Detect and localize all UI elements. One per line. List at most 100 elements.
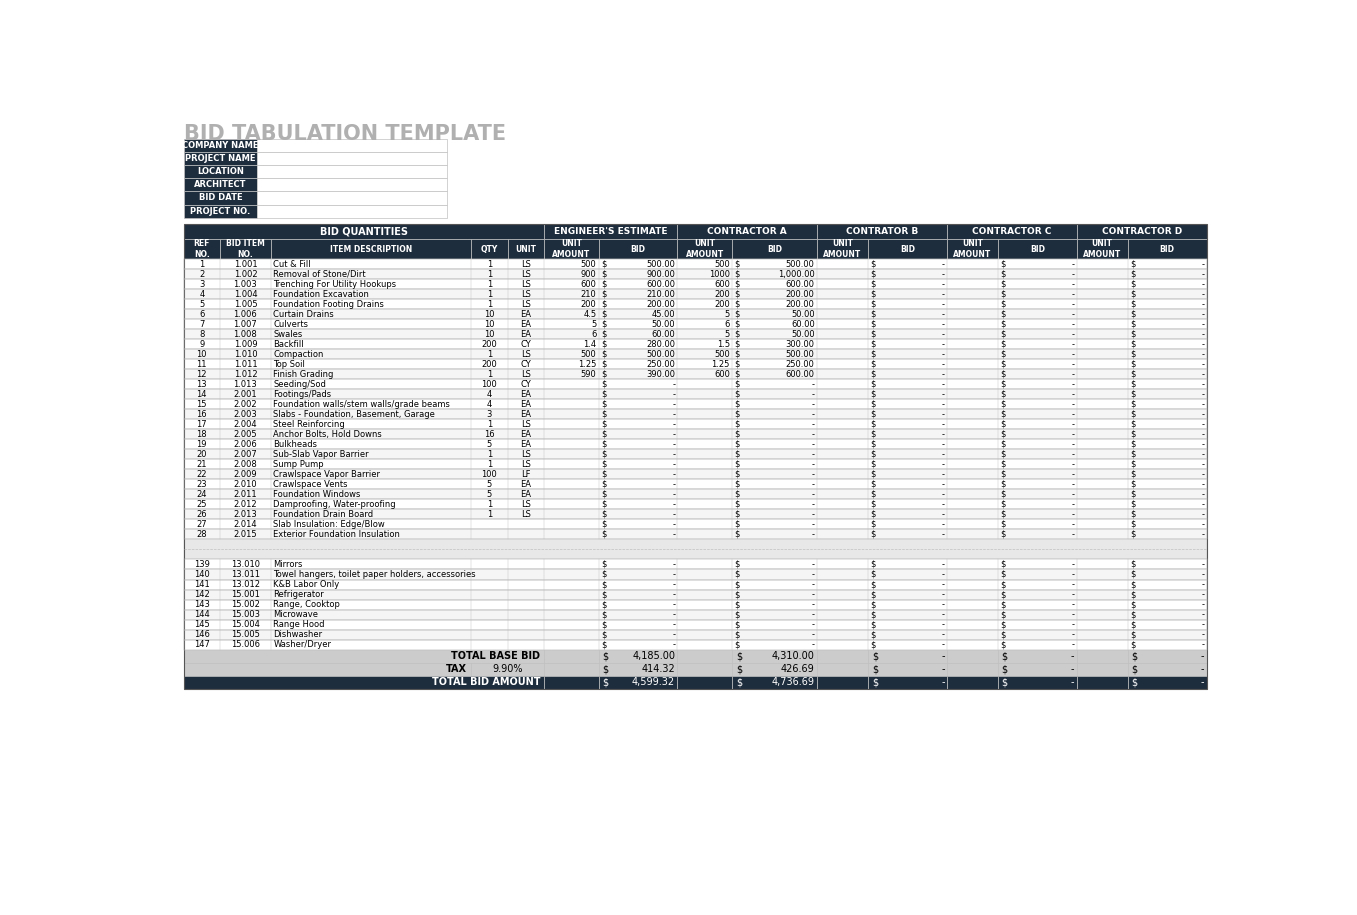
Text: $: $ xyxy=(870,319,875,328)
Text: Finish Grading: Finish Grading xyxy=(273,370,334,379)
Text: 210.00: 210.00 xyxy=(646,290,676,298)
Text: 210: 210 xyxy=(581,290,596,298)
Text: -: - xyxy=(1201,410,1204,419)
Bar xyxy=(183,479,1206,490)
Text: 600: 600 xyxy=(714,370,730,379)
Text: -: - xyxy=(672,560,676,569)
Text: -: - xyxy=(942,339,944,349)
Text: -: - xyxy=(1201,380,1204,389)
Text: 2.015: 2.015 xyxy=(233,530,258,539)
Text: 9: 9 xyxy=(199,339,205,349)
Text: -: - xyxy=(942,630,944,639)
Text: -: - xyxy=(672,490,676,499)
Text: 4,310.00: 4,310.00 xyxy=(772,651,814,662)
Text: LS: LS xyxy=(521,500,531,509)
Text: 4: 4 xyxy=(487,400,493,409)
Text: $: $ xyxy=(1130,620,1136,629)
Text: $: $ xyxy=(1130,260,1136,269)
Text: 50.00: 50.00 xyxy=(651,319,676,328)
Bar xyxy=(183,459,1206,469)
Text: -: - xyxy=(811,600,814,609)
Bar xyxy=(677,224,817,239)
Text: $: $ xyxy=(1130,290,1136,298)
Text: $: $ xyxy=(1000,380,1006,389)
Text: 2.001: 2.001 xyxy=(233,390,258,399)
Text: $: $ xyxy=(734,490,740,499)
Bar xyxy=(183,309,1206,319)
Bar xyxy=(544,650,598,662)
Text: QTY: QTY xyxy=(480,244,498,253)
Text: -: - xyxy=(1201,370,1204,379)
Text: 5: 5 xyxy=(199,300,205,308)
Text: -: - xyxy=(1201,600,1204,609)
Text: 600: 600 xyxy=(714,280,730,289)
Text: -: - xyxy=(811,570,814,579)
Text: 250.00: 250.00 xyxy=(786,360,814,369)
Text: $: $ xyxy=(870,260,875,269)
Text: $: $ xyxy=(734,479,740,489)
Text: CONTRATOR B: CONTRATOR B xyxy=(845,227,919,236)
Text: 2: 2 xyxy=(199,270,205,279)
Text: Microwave: Microwave xyxy=(273,610,319,619)
Text: $: $ xyxy=(601,440,607,449)
Text: LS: LS xyxy=(521,510,531,519)
Text: $: $ xyxy=(870,640,875,649)
Text: 1: 1 xyxy=(199,260,205,269)
Text: 2.004: 2.004 xyxy=(233,420,258,429)
Text: 139: 139 xyxy=(194,560,210,569)
Text: 60.00: 60.00 xyxy=(791,319,814,328)
Text: -: - xyxy=(1071,651,1075,662)
Text: PROJECT NO.: PROJECT NO. xyxy=(190,207,251,216)
Text: 24: 24 xyxy=(197,490,208,499)
Bar xyxy=(183,419,1206,429)
Text: 1: 1 xyxy=(487,300,493,308)
Text: -: - xyxy=(942,620,944,629)
Text: $: $ xyxy=(1130,370,1136,379)
Text: $: $ xyxy=(601,360,607,369)
Text: -: - xyxy=(811,460,814,468)
Bar xyxy=(868,676,947,689)
Text: EA: EA xyxy=(520,329,532,339)
Bar xyxy=(183,380,1206,389)
Text: -: - xyxy=(1201,530,1204,539)
Text: 145: 145 xyxy=(194,620,209,629)
Text: 4: 4 xyxy=(487,390,493,399)
Text: 21: 21 xyxy=(197,460,208,468)
Text: -: - xyxy=(1201,590,1204,599)
Bar xyxy=(183,650,544,662)
Text: -: - xyxy=(942,260,944,269)
Text: $: $ xyxy=(1132,664,1137,674)
Text: 200.00: 200.00 xyxy=(786,290,814,298)
Text: 5: 5 xyxy=(725,329,730,339)
Text: $: $ xyxy=(870,329,875,339)
Text: 500.00: 500.00 xyxy=(646,260,676,269)
Text: -: - xyxy=(1201,420,1204,429)
Text: 50.00: 50.00 xyxy=(791,310,814,318)
Text: -: - xyxy=(811,400,814,409)
Text: $: $ xyxy=(601,290,607,298)
Text: 146: 146 xyxy=(194,630,210,639)
Text: -: - xyxy=(1201,440,1204,449)
Text: $: $ xyxy=(1000,500,1006,509)
Bar xyxy=(220,239,271,259)
Text: 600.00: 600.00 xyxy=(786,370,814,379)
Text: -: - xyxy=(672,610,676,619)
Text: $: $ xyxy=(1000,600,1006,609)
Text: -: - xyxy=(1201,580,1204,589)
Text: -: - xyxy=(942,390,944,399)
Text: -: - xyxy=(1072,380,1075,389)
Text: -: - xyxy=(672,580,676,589)
Text: CONTRACTOR D: CONTRACTOR D xyxy=(1102,227,1182,236)
Bar xyxy=(1128,662,1206,676)
Bar xyxy=(183,409,1206,419)
Text: -: - xyxy=(942,580,944,589)
Text: $: $ xyxy=(870,620,875,629)
Text: -: - xyxy=(1072,600,1075,609)
Text: Compaction: Compaction xyxy=(273,350,324,359)
Text: 14: 14 xyxy=(197,390,208,399)
Text: $: $ xyxy=(1130,640,1136,649)
Text: $: $ xyxy=(1130,380,1136,389)
Text: -: - xyxy=(1201,280,1204,289)
Text: $: $ xyxy=(1000,290,1006,298)
Text: 6: 6 xyxy=(590,329,596,339)
